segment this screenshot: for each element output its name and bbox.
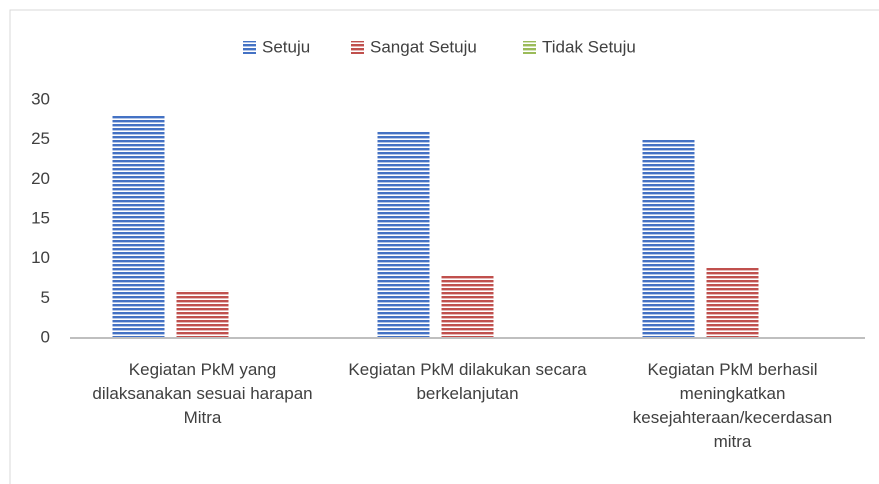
x-tick-label: Kegiatan PkM yang dilaksanakan sesuai ha… xyxy=(92,360,313,427)
bar xyxy=(642,139,695,338)
bar xyxy=(176,290,229,338)
legend-swatch xyxy=(243,41,256,54)
y-tick-label: 15 xyxy=(31,208,50,227)
x-tick-label: Kegiatan PkM berhasil meningkatkan kesej… xyxy=(632,360,833,451)
y-tick-label: 30 xyxy=(31,89,50,108)
x-tick-label: Kegiatan PkM dilakukan secara berkelanju… xyxy=(348,360,587,403)
legend-label: Setuju xyxy=(262,37,310,56)
y-tick-label: 10 xyxy=(31,248,50,267)
y-tick-label: 20 xyxy=(31,169,50,188)
bar xyxy=(441,274,494,338)
bar xyxy=(112,115,165,338)
chart-border xyxy=(9,9,879,484)
y-tick-label: 25 xyxy=(31,129,50,148)
bar xyxy=(377,131,430,338)
y-tick-label: 0 xyxy=(41,327,50,346)
legend-swatch xyxy=(523,41,536,54)
bar xyxy=(706,266,759,338)
legend-label: Sangat Setuju xyxy=(370,37,477,56)
legend-swatch xyxy=(351,41,364,54)
y-tick-label: 5 xyxy=(41,288,50,307)
legend-label: Tidak Setuju xyxy=(542,37,636,56)
